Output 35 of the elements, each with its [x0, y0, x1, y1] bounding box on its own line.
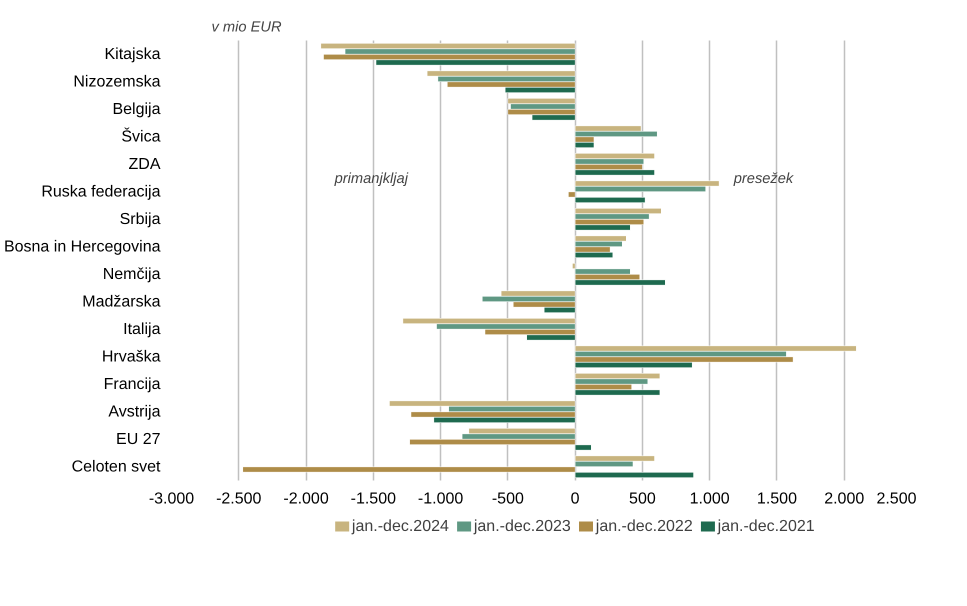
x-tick-label: 0: [570, 490, 580, 508]
annotation: presežek: [732, 171, 794, 188]
legend-label: jan.-dec.2021: [716, 518, 815, 535]
y-tick-label: Avstrija: [108, 403, 161, 420]
y-tick-label: EU 27: [116, 430, 161, 448]
x-tick-label: -2.000: [283, 490, 329, 508]
text: v mio EUR: [212, 20, 282, 36]
x-tick-label: -1.500: [350, 490, 396, 508]
y-tick-label: Celoten svet: [72, 458, 162, 476]
y-tick-label: Srbija: [120, 210, 161, 228]
y-tick-label: Nizozemska: [73, 73, 161, 90]
y-tick-label: Hrvaška: [102, 348, 161, 366]
x-tick-label: -2.500: [216, 490, 262, 508]
x-tick-label: 2.500: [876, 490, 917, 508]
x-tick-label: 1.000: [690, 490, 730, 508]
annotation: primanjkljaj: [334, 171, 409, 188]
legend-label: jan.-dec.2023: [472, 518, 571, 535]
x-tick-label: -500: [492, 490, 524, 508]
legend-label: jan.-dec.2024: [350, 518, 449, 535]
x-tick-label: 1.500: [756, 490, 798, 508]
y-tick-label: Švica: [121, 127, 161, 146]
y-tick-label: Kitajska: [104, 46, 161, 63]
y-tick-label: Italija: [123, 320, 161, 338]
x-tick-label: 500: [629, 490, 656, 508]
y-tick-label: Belgija: [112, 100, 161, 118]
y-tick-label: Bosna in Hercegovina: [4, 238, 161, 256]
x-tick-label: -1.000: [418, 490, 464, 508]
legend-label: jan.-dec.2022: [594, 518, 693, 535]
y-tick-label: Madžarska: [82, 293, 161, 310]
y-tick-label: Nemčija: [102, 266, 161, 283]
y-tick-label: Ruska federacija: [41, 183, 161, 200]
y-tick-label: Francija: [104, 376, 161, 393]
x-tick-label: 2.000: [824, 490, 864, 508]
x-tick-label: -3.000: [148, 490, 194, 508]
y-tick-label: ZDA: [128, 156, 161, 173]
